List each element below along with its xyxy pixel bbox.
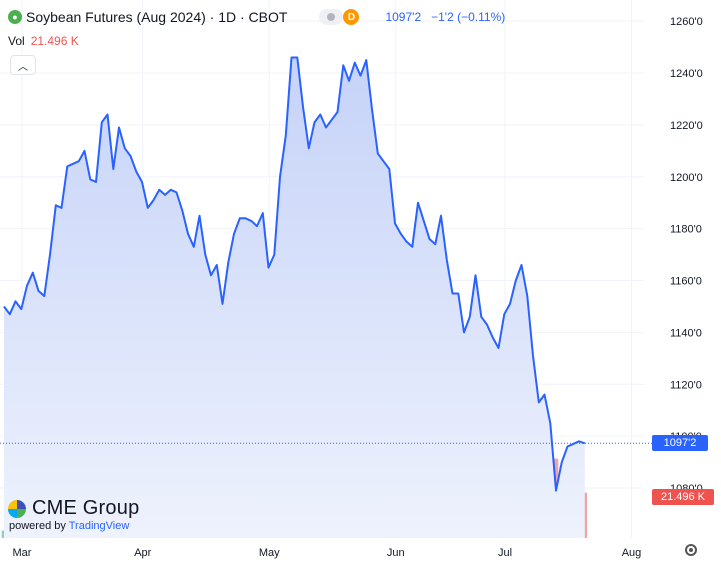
y-tick-label: 1220'0 [670, 120, 703, 132]
delayed-data-badge[interactable]: D [343, 9, 360, 25]
x-tick-label: Aug [622, 547, 642, 559]
symbol-logo-icon: ● [8, 10, 22, 24]
watermark-brand: CME Group [32, 497, 140, 519]
collapse-legend-button[interactable]: ︿ [10, 55, 36, 75]
y-tick-label: 1260'0 [670, 16, 703, 28]
chevron-up-icon: ︿ [18, 61, 28, 73]
price-area [4, 57, 585, 538]
cme-watermark: CME Group [8, 497, 139, 520]
market-closed-icon [327, 13, 336, 21]
volume-legend: Vol 21.496 K [8, 34, 79, 48]
y-tick-label: 1200'0 [670, 172, 703, 184]
last-price-value: 1097'2 [385, 10, 422, 24]
market-status-pill[interactable] [319, 9, 344, 25]
price-line [3, 56, 586, 492]
x-tick-label: May [259, 547, 280, 559]
settings-gear-icon[interactable] [685, 544, 697, 556]
y-tick-label: 1120'0 [670, 379, 702, 391]
x-tick-label: Apr [134, 547, 151, 559]
powered-by-text: powered by TradingView [9, 520, 129, 532]
symbol-legend: ● Soybean Futures (Aug 2024) · 1D · CBOT… [8, 6, 505, 28]
y-tick-label: 1140'0 [670, 327, 702, 339]
volume-value: 21.496 K [30, 34, 79, 48]
y-tick-label: 1160'0 [670, 276, 702, 288]
y-tick-label: 1240'0 [670, 68, 703, 80]
cme-logo-icon [8, 499, 26, 518]
x-tick-label: Jul [498, 547, 512, 559]
x-tick-label: Mar [13, 547, 32, 559]
price-change-value: −1'2 (−0.11%) [431, 10, 506, 24]
last-price-badge: 1097'2 [652, 435, 708, 451]
powered-prefix: powered by [9, 520, 66, 532]
volume-badge: 21.496 K [652, 489, 714, 505]
x-tick-label: Jun [387, 547, 405, 559]
tradingview-brand[interactable]: TradingView [68, 520, 130, 532]
y-tick-label: 1180'0 [670, 224, 702, 236]
symbol-title[interactable]: Soybean Futures (Aug 2024) · 1D · CBOT [26, 9, 288, 25]
volume-label[interactable]: Vol [8, 34, 25, 48]
